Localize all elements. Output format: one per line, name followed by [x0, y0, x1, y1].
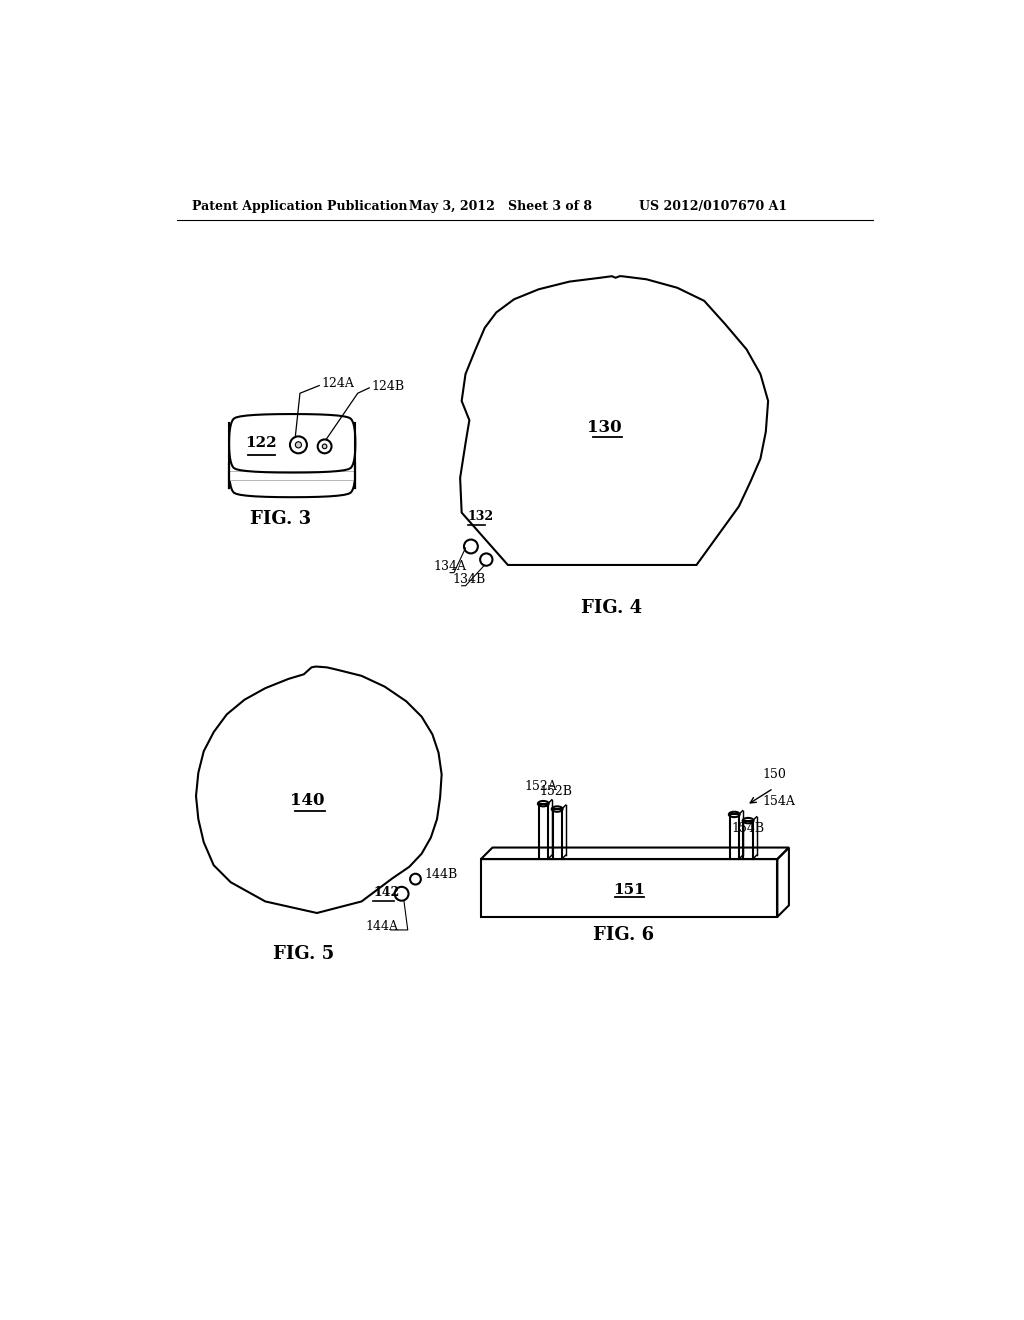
Text: 154B: 154B [731, 822, 764, 836]
Circle shape [295, 442, 301, 447]
Text: 154A: 154A [762, 795, 795, 808]
Text: 134B: 134B [453, 573, 485, 586]
Text: FIG. 4: FIG. 4 [582, 599, 642, 616]
Text: FIG. 5: FIG. 5 [273, 945, 335, 964]
Text: May 3, 2012   Sheet 3 of 8: May 3, 2012 Sheet 3 of 8 [410, 199, 592, 213]
Text: FIG. 6: FIG. 6 [593, 925, 654, 944]
Bar [481, 859, 777, 917]
Ellipse shape [538, 801, 549, 807]
Text: 140: 140 [291, 792, 325, 809]
Text: 130: 130 [587, 418, 622, 436]
Text: FIG. 3: FIG. 3 [250, 510, 311, 528]
Ellipse shape [742, 818, 754, 824]
Circle shape [323, 444, 327, 449]
Text: Patent Application Publication: Patent Application Publication [193, 199, 408, 213]
Ellipse shape [729, 812, 739, 817]
Ellipse shape [552, 807, 562, 812]
Text: 134A: 134A [433, 560, 466, 573]
Text: 122: 122 [246, 436, 278, 450]
Text: 132: 132 [468, 511, 494, 523]
Text: 151: 151 [613, 883, 645, 896]
Text: 152A: 152A [524, 780, 557, 793]
Text: 144B: 144B [425, 869, 458, 882]
Text: 124A: 124A [322, 376, 354, 389]
Text: 142: 142 [373, 886, 399, 899]
Text: US 2012/0107670 A1: US 2012/0107670 A1 [639, 199, 786, 213]
Text: 124B: 124B [372, 380, 404, 393]
Text: 152B: 152B [540, 785, 572, 799]
Text: 144A: 144A [366, 920, 398, 933]
Text: 150: 150 [762, 768, 785, 781]
